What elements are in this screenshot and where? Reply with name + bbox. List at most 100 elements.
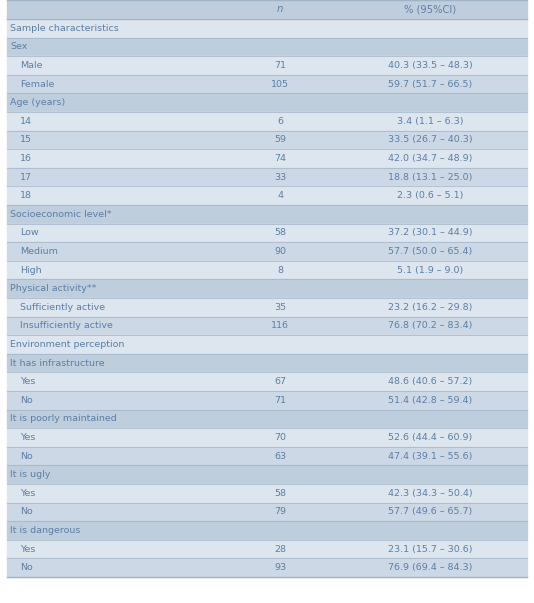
Bar: [7, 242, 527, 261]
Text: Sufficiently active: Sufficiently active: [20, 303, 105, 312]
Text: No: No: [20, 563, 33, 572]
Text: 2.3 (0.6 – 5.1): 2.3 (0.6 – 5.1): [397, 191, 463, 200]
Bar: [7, 131, 527, 149]
Text: 58: 58: [274, 229, 286, 238]
Text: Yes: Yes: [20, 545, 35, 554]
Text: 18: 18: [20, 191, 32, 200]
Text: 23.1 (15.7 – 30.6): 23.1 (15.7 – 30.6): [388, 545, 472, 554]
Text: 90: 90: [274, 247, 286, 256]
Bar: [7, 56, 527, 75]
Text: 79: 79: [274, 507, 286, 516]
Bar: [7, 335, 527, 354]
Text: Yes: Yes: [20, 489, 35, 498]
Text: It is poorly maintained: It is poorly maintained: [10, 414, 117, 423]
Bar: [7, 19, 527, 37]
Text: 51.4 (42.8 – 59.4): 51.4 (42.8 – 59.4): [388, 396, 472, 405]
Text: 59: 59: [274, 136, 286, 144]
Text: 40.3 (33.5 – 48.3): 40.3 (33.5 – 48.3): [388, 61, 473, 70]
Bar: [7, 37, 527, 56]
Text: 57.7 (49.6 – 65.7): 57.7 (49.6 – 65.7): [388, 507, 472, 516]
Text: Male: Male: [20, 61, 43, 70]
Text: 28: 28: [274, 545, 286, 554]
Text: Physical activity**: Physical activity**: [10, 284, 96, 293]
Bar: [7, 558, 527, 577]
Bar: [7, 279, 527, 298]
Bar: [7, 428, 527, 447]
Text: 57.7 (50.0 – 65.4): 57.7 (50.0 – 65.4): [388, 247, 472, 256]
Text: 76.9 (69.4 – 84.3): 76.9 (69.4 – 84.3): [388, 563, 472, 572]
Text: 58: 58: [274, 489, 286, 498]
Bar: [7, 540, 527, 558]
Bar: [7, 354, 527, 373]
Bar: [7, 93, 527, 112]
Text: Socioeconomic level*: Socioeconomic level*: [10, 210, 112, 219]
Text: 71: 71: [274, 61, 286, 70]
Text: n: n: [277, 4, 283, 14]
Text: Environment perception: Environment perception: [10, 340, 124, 349]
Text: No: No: [20, 452, 33, 461]
Text: 33.5 (26.7 – 40.3): 33.5 (26.7 – 40.3): [388, 136, 472, 144]
Bar: [7, 224, 527, 242]
Text: 116: 116: [271, 321, 289, 330]
Text: It is ugly: It is ugly: [10, 470, 50, 479]
Text: It has infrastructure: It has infrastructure: [10, 359, 105, 368]
Bar: [7, 112, 527, 131]
Text: 37.2 (30.1 – 44.9): 37.2 (30.1 – 44.9): [388, 229, 472, 238]
Bar: [7, 521, 527, 540]
Bar: [7, 317, 527, 335]
Bar: [7, 75, 527, 93]
Text: 67: 67: [274, 377, 286, 386]
Text: 105: 105: [271, 80, 289, 89]
Text: 70: 70: [274, 433, 286, 442]
Text: 14: 14: [20, 117, 32, 126]
Bar: [7, 298, 527, 317]
Text: Insufficiently active: Insufficiently active: [20, 321, 113, 330]
Text: Yes: Yes: [20, 433, 35, 442]
Text: Medium: Medium: [20, 247, 58, 256]
Text: 42.3 (34.3 – 50.4): 42.3 (34.3 – 50.4): [388, 489, 472, 498]
Text: 42.0 (34.7 – 48.9): 42.0 (34.7 – 48.9): [388, 154, 472, 163]
Text: It is dangerous: It is dangerous: [10, 526, 81, 535]
Bar: [7, 409, 527, 428]
Bar: [7, 205, 527, 224]
Text: 3.4 (1.1 – 6.3): 3.4 (1.1 – 6.3): [397, 117, 464, 126]
Bar: [7, 168, 527, 186]
Bar: [7, 502, 527, 521]
Bar: [7, 484, 527, 502]
Text: Sample characteristics: Sample characteristics: [10, 24, 119, 33]
Text: 76.8 (70.2 – 83.4): 76.8 (70.2 – 83.4): [388, 321, 472, 330]
Text: Female: Female: [20, 80, 54, 89]
Bar: [7, 0, 527, 19]
Text: Low: Low: [20, 229, 38, 238]
Text: No: No: [20, 507, 33, 516]
Text: 35: 35: [274, 303, 286, 312]
Text: 16: 16: [20, 154, 32, 163]
Text: No: No: [20, 396, 33, 405]
Text: 15: 15: [20, 136, 32, 144]
Text: 23.2 (16.2 – 29.8): 23.2 (16.2 – 29.8): [388, 303, 472, 312]
Text: Age (years): Age (years): [10, 98, 65, 107]
Bar: [7, 391, 527, 409]
Bar: [7, 466, 527, 484]
Text: 17: 17: [20, 172, 32, 182]
Text: 52.6 (44.4 – 60.9): 52.6 (44.4 – 60.9): [388, 433, 472, 442]
Text: 48.6 (40.6 – 57.2): 48.6 (40.6 – 57.2): [388, 377, 472, 386]
Text: Yes: Yes: [20, 377, 35, 386]
Text: 74: 74: [274, 154, 286, 163]
Text: 59.7 (51.7 – 66.5): 59.7 (51.7 – 66.5): [388, 80, 472, 89]
Text: 33: 33: [274, 172, 286, 182]
Text: % (95%CI): % (95%CI): [404, 4, 456, 14]
Text: 18.8 (13.1 – 25.0): 18.8 (13.1 – 25.0): [388, 172, 472, 182]
Text: 5.1 (1.9 – 9.0): 5.1 (1.9 – 9.0): [397, 265, 463, 274]
Bar: [7, 373, 527, 391]
Text: 47.4 (39.1 – 55.6): 47.4 (39.1 – 55.6): [388, 452, 472, 461]
Text: High: High: [20, 265, 42, 274]
Text: Sex: Sex: [10, 42, 27, 51]
Text: 63: 63: [274, 452, 286, 461]
Text: 71: 71: [274, 396, 286, 405]
Text: 8: 8: [277, 265, 283, 274]
Bar: [7, 149, 527, 168]
Bar: [7, 447, 527, 466]
Text: 93: 93: [274, 563, 286, 572]
Text: 6: 6: [277, 117, 283, 126]
